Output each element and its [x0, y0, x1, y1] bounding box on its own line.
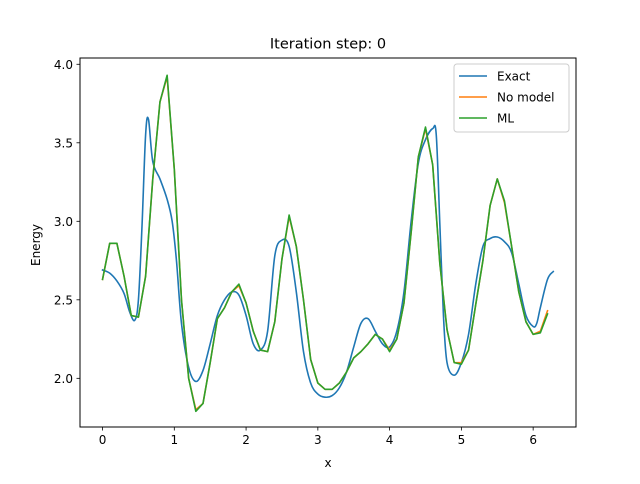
chart-title: Iteration step: 0 [270, 37, 386, 53]
y-axis-label: Energy [29, 224, 43, 266]
legend: Exact No model ML [453, 63, 570, 133]
legend-label-exact: Exact [497, 70, 531, 84]
y-tick-label: 2.5 [54, 293, 73, 307]
y-tick-label: 2.0 [54, 372, 73, 386]
plot-area-frame [79, 57, 577, 428]
legend-label-no-model: No model [497, 91, 555, 105]
x-tick-label: 6 [529, 433, 537, 447]
series-layer [101, 74, 555, 413]
y-tick-label: 3.5 [54, 136, 73, 150]
x-tick-label: 3 [314, 433, 322, 447]
legend-label-ml: ML [497, 112, 514, 126]
axis-ticks: 0 1 2 3 4 5 6 2.0 2.5 3.0 3.5 4.0 [54, 58, 537, 447]
x-tick-label: 1 [170, 433, 178, 447]
x-tick-label: 2 [242, 433, 250, 447]
x-axis-label: x [324, 456, 331, 470]
x-tick-label: 4 [386, 433, 394, 447]
series-line-exact [101, 116, 555, 399]
x-tick-label: 0 [99, 433, 107, 447]
legend-frame [453, 63, 570, 133]
y-tick-label: 3.0 [54, 215, 73, 229]
y-tick-label: 4.0 [54, 58, 73, 72]
series-line-ml [101, 74, 549, 413]
x-tick-label: 5 [458, 433, 466, 447]
